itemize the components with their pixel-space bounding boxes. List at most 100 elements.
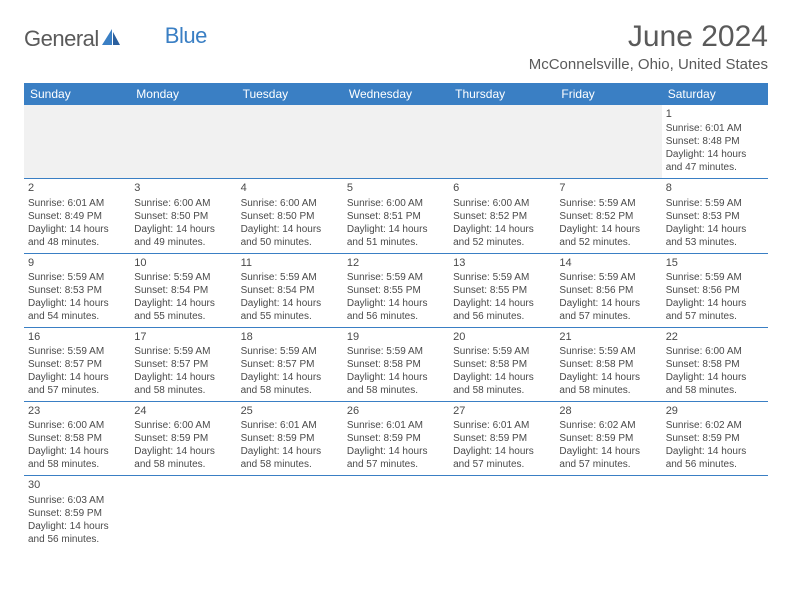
sunset-text: Sunset: 8:51 PM [347, 210, 445, 223]
day-header: Thursday [449, 83, 555, 105]
title-block: June 2024 McConnelsville, Ohio, United S… [529, 20, 768, 79]
day-info: Sunrise: 6:01 AMSunset: 8:48 PMDaylight:… [666, 122, 764, 174]
day-info: Sunrise: 6:00 AMSunset: 8:58 PMDaylight:… [28, 419, 126, 471]
day-number: 10 [134, 256, 232, 270]
sunrise-text: Sunrise: 5:59 AM [347, 345, 445, 358]
day-number: 13 [453, 256, 551, 270]
sunset-text: Sunset: 8:58 PM [559, 358, 657, 371]
day-number: 2 [28, 181, 126, 195]
day-info: Sunrise: 6:00 AMSunset: 8:59 PMDaylight:… [134, 419, 232, 471]
day-header: Tuesday [237, 83, 343, 105]
day-number: 22 [666, 330, 764, 344]
day-info: Sunrise: 6:00 AMSunset: 8:58 PMDaylight:… [666, 345, 764, 397]
sunset-text: Sunset: 8:48 PM [666, 135, 764, 148]
day-info: Sunrise: 6:01 AMSunset: 8:59 PMDaylight:… [241, 419, 339, 471]
day-number: 21 [559, 330, 657, 344]
daylight-text-2: and 57 minutes. [453, 458, 551, 471]
day-number: 20 [453, 330, 551, 344]
sunset-text: Sunset: 8:59 PM [134, 432, 232, 445]
sunrise-text: Sunrise: 6:00 AM [134, 419, 232, 432]
day-number: 25 [241, 404, 339, 418]
blank-cell [237, 105, 343, 179]
daylight-text-2: and 55 minutes. [134, 310, 232, 323]
daylight-text-1: Daylight: 14 hours [134, 445, 232, 458]
sunrise-text: Sunrise: 6:03 AM [28, 494, 126, 507]
day-cell: 7Sunrise: 5:59 AMSunset: 8:52 PMDaylight… [555, 179, 661, 253]
daylight-text-2: and 52 minutes. [453, 236, 551, 249]
daylight-text-1: Daylight: 14 hours [241, 297, 339, 310]
week-row: 9Sunrise: 5:59 AMSunset: 8:53 PMDaylight… [24, 253, 768, 327]
sunset-text: Sunset: 8:59 PM [559, 432, 657, 445]
sunrise-text: Sunrise: 6:01 AM [666, 122, 764, 135]
blank-cell [662, 476, 768, 550]
day-cell: 5Sunrise: 6:00 AMSunset: 8:51 PMDaylight… [343, 179, 449, 253]
sunset-text: Sunset: 8:56 PM [666, 284, 764, 297]
daylight-text-1: Daylight: 14 hours [347, 297, 445, 310]
logo-text-general: General [24, 26, 99, 52]
sunset-text: Sunset: 8:52 PM [559, 210, 657, 223]
day-number: 8 [666, 181, 764, 195]
day-info: Sunrise: 5:59 AMSunset: 8:55 PMDaylight:… [347, 271, 445, 323]
daylight-text-2: and 57 minutes. [559, 310, 657, 323]
day-number: 5 [347, 181, 445, 195]
sunrise-text: Sunrise: 6:01 AM [241, 419, 339, 432]
daylight-text-2: and 58 minutes. [28, 458, 126, 471]
day-cell: 18Sunrise: 5:59 AMSunset: 8:57 PMDayligh… [237, 327, 343, 401]
blank-cell [449, 105, 555, 179]
daylight-text-2: and 50 minutes. [241, 236, 339, 249]
daylight-text-1: Daylight: 14 hours [347, 445, 445, 458]
sunset-text: Sunset: 8:52 PM [453, 210, 551, 223]
week-row: 23Sunrise: 6:00 AMSunset: 8:58 PMDayligh… [24, 402, 768, 476]
day-cell: 14Sunrise: 5:59 AMSunset: 8:56 PMDayligh… [555, 253, 661, 327]
day-number: 30 [28, 478, 126, 492]
daylight-text-1: Daylight: 14 hours [241, 223, 339, 236]
day-info: Sunrise: 5:59 AMSunset: 8:57 PMDaylight:… [134, 345, 232, 397]
day-cell: 4Sunrise: 6:00 AMSunset: 8:50 PMDaylight… [237, 179, 343, 253]
sunset-text: Sunset: 8:59 PM [241, 432, 339, 445]
sunrise-text: Sunrise: 5:59 AM [559, 197, 657, 210]
day-cell: 16Sunrise: 5:59 AMSunset: 8:57 PMDayligh… [24, 327, 130, 401]
daylight-text-2: and 58 minutes. [241, 458, 339, 471]
day-cell: 20Sunrise: 5:59 AMSunset: 8:58 PMDayligh… [449, 327, 555, 401]
day-cell: 6Sunrise: 6:00 AMSunset: 8:52 PMDaylight… [449, 179, 555, 253]
day-number: 24 [134, 404, 232, 418]
day-cell: 1Sunrise: 6:01 AMSunset: 8:48 PMDaylight… [662, 105, 768, 179]
sunrise-text: Sunrise: 5:59 AM [453, 345, 551, 358]
day-info: Sunrise: 5:59 AMSunset: 8:56 PMDaylight:… [666, 271, 764, 323]
day-number: 1 [666, 107, 764, 121]
sunset-text: Sunset: 8:57 PM [28, 358, 126, 371]
sunrise-text: Sunrise: 5:59 AM [28, 271, 126, 284]
daylight-text-1: Daylight: 14 hours [666, 148, 764, 161]
sunrise-text: Sunrise: 6:02 AM [666, 419, 764, 432]
daylight-text-1: Daylight: 14 hours [134, 223, 232, 236]
day-cell: 21Sunrise: 5:59 AMSunset: 8:58 PMDayligh… [555, 327, 661, 401]
daylight-text-1: Daylight: 14 hours [666, 445, 764, 458]
daylight-text-1: Daylight: 14 hours [28, 520, 126, 533]
daylight-text-1: Daylight: 14 hours [134, 371, 232, 384]
logo-text-blue: Blue [165, 23, 207, 49]
week-row: 2Sunrise: 6:01 AMSunset: 8:49 PMDaylight… [24, 179, 768, 253]
sunset-text: Sunset: 8:59 PM [347, 432, 445, 445]
day-info: Sunrise: 6:03 AMSunset: 8:59 PMDaylight:… [28, 494, 126, 546]
day-cell: 29Sunrise: 6:02 AMSunset: 8:59 PMDayligh… [662, 402, 768, 476]
day-cell: 2Sunrise: 6:01 AMSunset: 8:49 PMDaylight… [24, 179, 130, 253]
sunset-text: Sunset: 8:58 PM [666, 358, 764, 371]
sunrise-text: Sunrise: 5:59 AM [241, 345, 339, 358]
day-number: 11 [241, 256, 339, 270]
daylight-text-2: and 51 minutes. [347, 236, 445, 249]
blank-cell [555, 105, 661, 179]
day-info: Sunrise: 6:00 AMSunset: 8:50 PMDaylight:… [134, 197, 232, 249]
daylight-text-2: and 58 minutes. [241, 384, 339, 397]
day-info: Sunrise: 6:00 AMSunset: 8:50 PMDaylight:… [241, 197, 339, 249]
day-info: Sunrise: 5:59 AMSunset: 8:52 PMDaylight:… [559, 197, 657, 249]
day-number: 18 [241, 330, 339, 344]
logo: General Blue [24, 26, 207, 52]
sunrise-text: Sunrise: 5:59 AM [134, 271, 232, 284]
day-info: Sunrise: 5:59 AMSunset: 8:53 PMDaylight:… [666, 197, 764, 249]
sunset-text: Sunset: 8:57 PM [241, 358, 339, 371]
daylight-text-2: and 57 minutes. [666, 310, 764, 323]
sunrise-text: Sunrise: 5:59 AM [347, 271, 445, 284]
day-cell: 11Sunrise: 5:59 AMSunset: 8:54 PMDayligh… [237, 253, 343, 327]
sunset-text: Sunset: 8:54 PM [241, 284, 339, 297]
day-cell: 26Sunrise: 6:01 AMSunset: 8:59 PMDayligh… [343, 402, 449, 476]
